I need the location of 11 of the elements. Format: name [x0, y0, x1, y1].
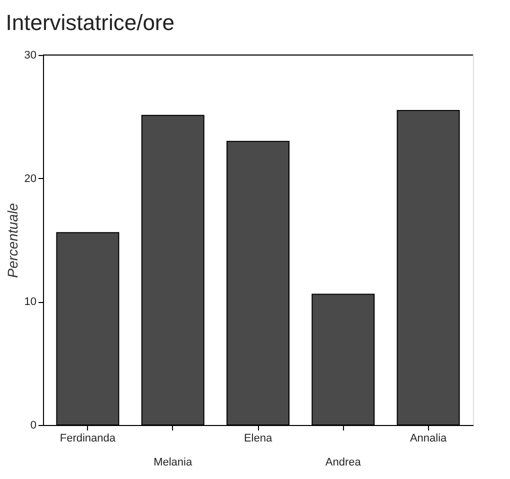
- y-tick-label: 30: [24, 50, 36, 62]
- x-tick-label: Elena: [244, 432, 273, 444]
- y-tick-label: 10: [24, 296, 36, 308]
- chart-title: Intervistatrice/ore: [6, 10, 174, 35]
- y-axis-title: Percentuale: [4, 202, 20, 278]
- x-tick-label: Andrea: [325, 456, 362, 468]
- y-tick-label: 20: [24, 172, 36, 185]
- y-tick-label: 0: [30, 420, 36, 432]
- x-tick-label: Ferdinanda: [60, 432, 116, 444]
- x-tick-label: Annalia: [410, 432, 448, 444]
- x-tick-label: Melania: [154, 456, 193, 468]
